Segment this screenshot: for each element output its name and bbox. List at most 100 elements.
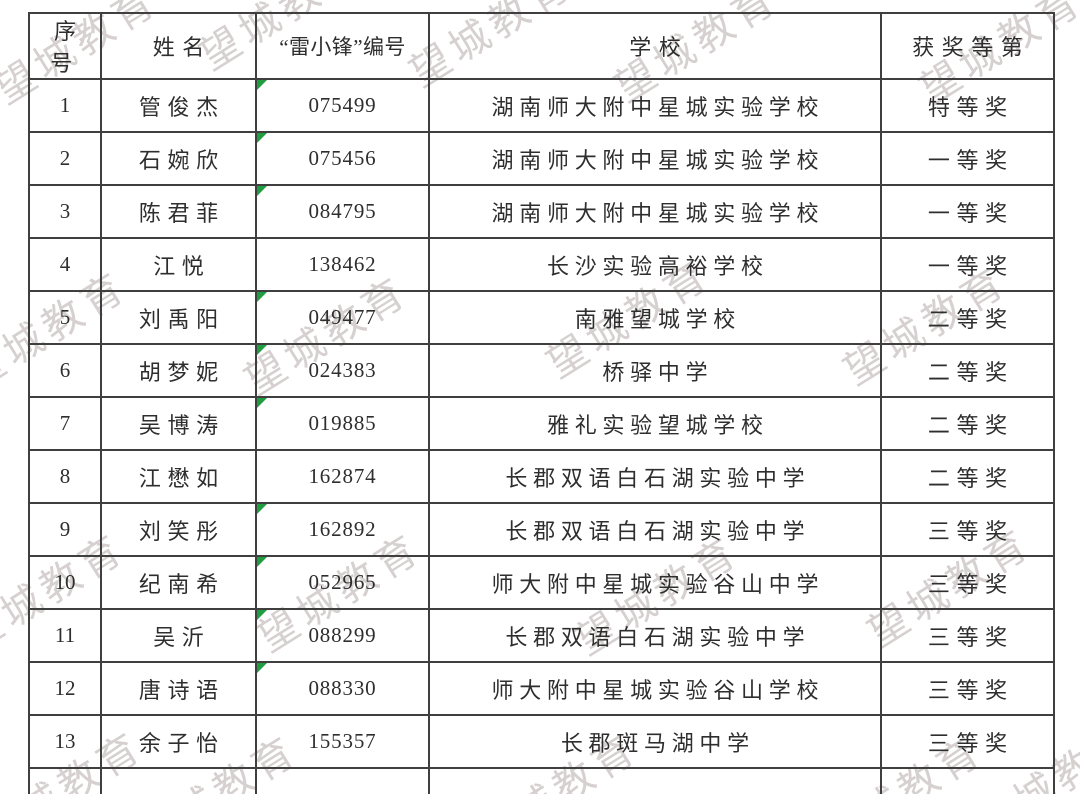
cell-name: 管俊杰 xyxy=(100,78,257,133)
cell-name: 刘笑彤 xyxy=(100,502,257,557)
cell-award: 二等奖 xyxy=(880,290,1055,345)
cell-award: 三等奖 xyxy=(880,608,1055,663)
header-serial: 序号 xyxy=(28,12,102,80)
cell-award: 一等奖 xyxy=(880,184,1055,239)
table-row: 6 胡梦妮 024383 桥驿中学 二等奖 xyxy=(28,343,1055,398)
cell-school: 桥驿中学 xyxy=(428,343,882,398)
cell-name: 江懋如 xyxy=(100,449,257,504)
empty-cell xyxy=(100,767,257,794)
cell-serial: 3 xyxy=(28,184,102,239)
cell-school: 长郡双语白石湖实验中学 xyxy=(428,502,882,557)
cell-school: 师大附中星城实验谷山学校 xyxy=(428,661,882,716)
cell-school: 师大附中星城实验谷山中学 xyxy=(428,555,882,610)
cell-code: 049477 xyxy=(255,290,430,345)
cell-serial: 2 xyxy=(28,131,102,186)
cell-name: 余子怡 xyxy=(100,714,257,769)
header-school: 学校 xyxy=(428,12,882,80)
cell-name: 吴博涛 xyxy=(100,396,257,451)
cell-school: 长郡双语白石湖实验中学 xyxy=(428,608,882,663)
cell-code: 084795 xyxy=(255,184,430,239)
cell-serial: 6 xyxy=(28,343,102,398)
cell-school: 长沙实验高裕学校 xyxy=(428,237,882,292)
cell-code: 052965 xyxy=(255,555,430,610)
table-row: 5 刘禹阳 049477 南雅望城学校 二等奖 xyxy=(28,290,1055,345)
cell-name: 江悦 xyxy=(100,237,257,292)
table-row: 10 纪南希 052965 师大附中星城实验谷山中学 三等奖 xyxy=(28,555,1055,610)
cell-code: 024383 xyxy=(255,343,430,398)
cell-code: 155357 xyxy=(255,714,430,769)
table-row: 7 吴博涛 019885 雅礼实验望城学校 二等奖 xyxy=(28,396,1055,451)
cell-serial: 13 xyxy=(28,714,102,769)
cell-serial: 5 xyxy=(28,290,102,345)
cell-school: 湖南师大附中星城实验学校 xyxy=(428,78,882,133)
cell-serial: 11 xyxy=(28,608,102,663)
text-format-flag-icon xyxy=(258,505,267,514)
cell-code: 138462 xyxy=(255,237,430,292)
header-name: 姓名 xyxy=(100,12,257,80)
cell-award: 二等奖 xyxy=(880,449,1055,504)
cell-code: 162874 xyxy=(255,449,430,504)
cell-award: 一等奖 xyxy=(880,237,1055,292)
cell-name: 石婉欣 xyxy=(100,131,257,186)
partial-empty-row xyxy=(28,767,1055,794)
table-row: 9 刘笑彤 162892 长郡双语白石湖实验中学 三等奖 xyxy=(28,502,1055,557)
empty-cell xyxy=(880,767,1055,794)
cell-award: 二等奖 xyxy=(880,396,1055,451)
cell-code: 075456 xyxy=(255,131,430,186)
text-format-flag-icon xyxy=(258,346,267,355)
empty-cell xyxy=(428,767,882,794)
cell-name: 胡梦妮 xyxy=(100,343,257,398)
cell-code: 075499 xyxy=(255,78,430,133)
cell-serial: 8 xyxy=(28,449,102,504)
cell-school: 雅礼实验望城学校 xyxy=(428,396,882,451)
cell-code: 088299 xyxy=(255,608,430,663)
cell-name: 唐诗语 xyxy=(100,661,257,716)
cell-code: 019885 xyxy=(255,396,430,451)
cell-award: 三等奖 xyxy=(880,661,1055,716)
cell-name: 吴沂 xyxy=(100,608,257,663)
cell-award: 三等奖 xyxy=(880,555,1055,610)
empty-cell xyxy=(255,767,430,794)
cell-name: 纪南希 xyxy=(100,555,257,610)
cell-serial: 12 xyxy=(28,661,102,716)
cell-serial: 9 xyxy=(28,502,102,557)
cell-school: 湖南师大附中星城实验学校 xyxy=(428,131,882,186)
header-row: 序号 姓名 “雷小锋”编号 学校 获奖等第 xyxy=(28,12,1055,80)
cell-award: 二等奖 xyxy=(880,343,1055,398)
cell-serial: 10 xyxy=(28,555,102,610)
text-format-flag-icon xyxy=(258,134,267,143)
cell-school: 南雅望城学校 xyxy=(428,290,882,345)
text-format-flag-icon xyxy=(258,187,267,196)
table-row: 8 江懋如 162874 长郡双语白石湖实验中学 二等奖 xyxy=(28,449,1055,504)
awards-table: 序号 姓名 “雷小锋”编号 学校 获奖等第 1 管俊杰 075499 湖南师大附中星城… xyxy=(28,12,1055,794)
cell-serial: 1 xyxy=(28,78,102,133)
table-row: 2 石婉欣 075456 湖南师大附中星城实验学校 一等奖 xyxy=(28,131,1055,186)
table-row: 11 吴沂 088299 长郡双语白石湖实验中学 三等奖 xyxy=(28,608,1055,663)
cell-serial: 7 xyxy=(28,396,102,451)
cell-code: 162892 xyxy=(255,502,430,557)
cell-school: 长郡斑马湖中学 xyxy=(428,714,882,769)
cell-name: 刘禹阳 xyxy=(100,290,257,345)
cell-serial: 4 xyxy=(28,237,102,292)
cell-award: 三等奖 xyxy=(880,714,1055,769)
text-format-flag-icon xyxy=(258,664,267,673)
cell-name: 陈君菲 xyxy=(100,184,257,239)
text-format-flag-icon xyxy=(258,611,267,620)
empty-cell xyxy=(28,767,102,794)
table-row: 4 江悦 138462 长沙实验高裕学校 一等奖 xyxy=(28,237,1055,292)
table-row: 12 唐诗语 088330 师大附中星城实验谷山学校 三等奖 xyxy=(28,661,1055,716)
cell-award: 特等奖 xyxy=(880,78,1055,133)
table-row: 13 余子怡 155357 长郡斑马湖中学 三等奖 xyxy=(28,714,1055,769)
text-format-flag-icon xyxy=(258,81,267,90)
text-format-flag-icon xyxy=(258,293,267,302)
cell-award: 一等奖 xyxy=(880,131,1055,186)
cell-school: 湖南师大附中星城实验学校 xyxy=(428,184,882,239)
cell-code: 088330 xyxy=(255,661,430,716)
header-code: “雷小锋”编号 xyxy=(255,12,430,80)
text-format-flag-icon xyxy=(258,558,267,567)
table-row: 1 管俊杰 075499 湖南师大附中星城实验学校 特等奖 xyxy=(28,78,1055,133)
cell-award: 三等奖 xyxy=(880,502,1055,557)
text-format-flag-icon xyxy=(258,399,267,408)
table-row: 3 陈君菲 084795 湖南师大附中星城实验学校 一等奖 xyxy=(28,184,1055,239)
